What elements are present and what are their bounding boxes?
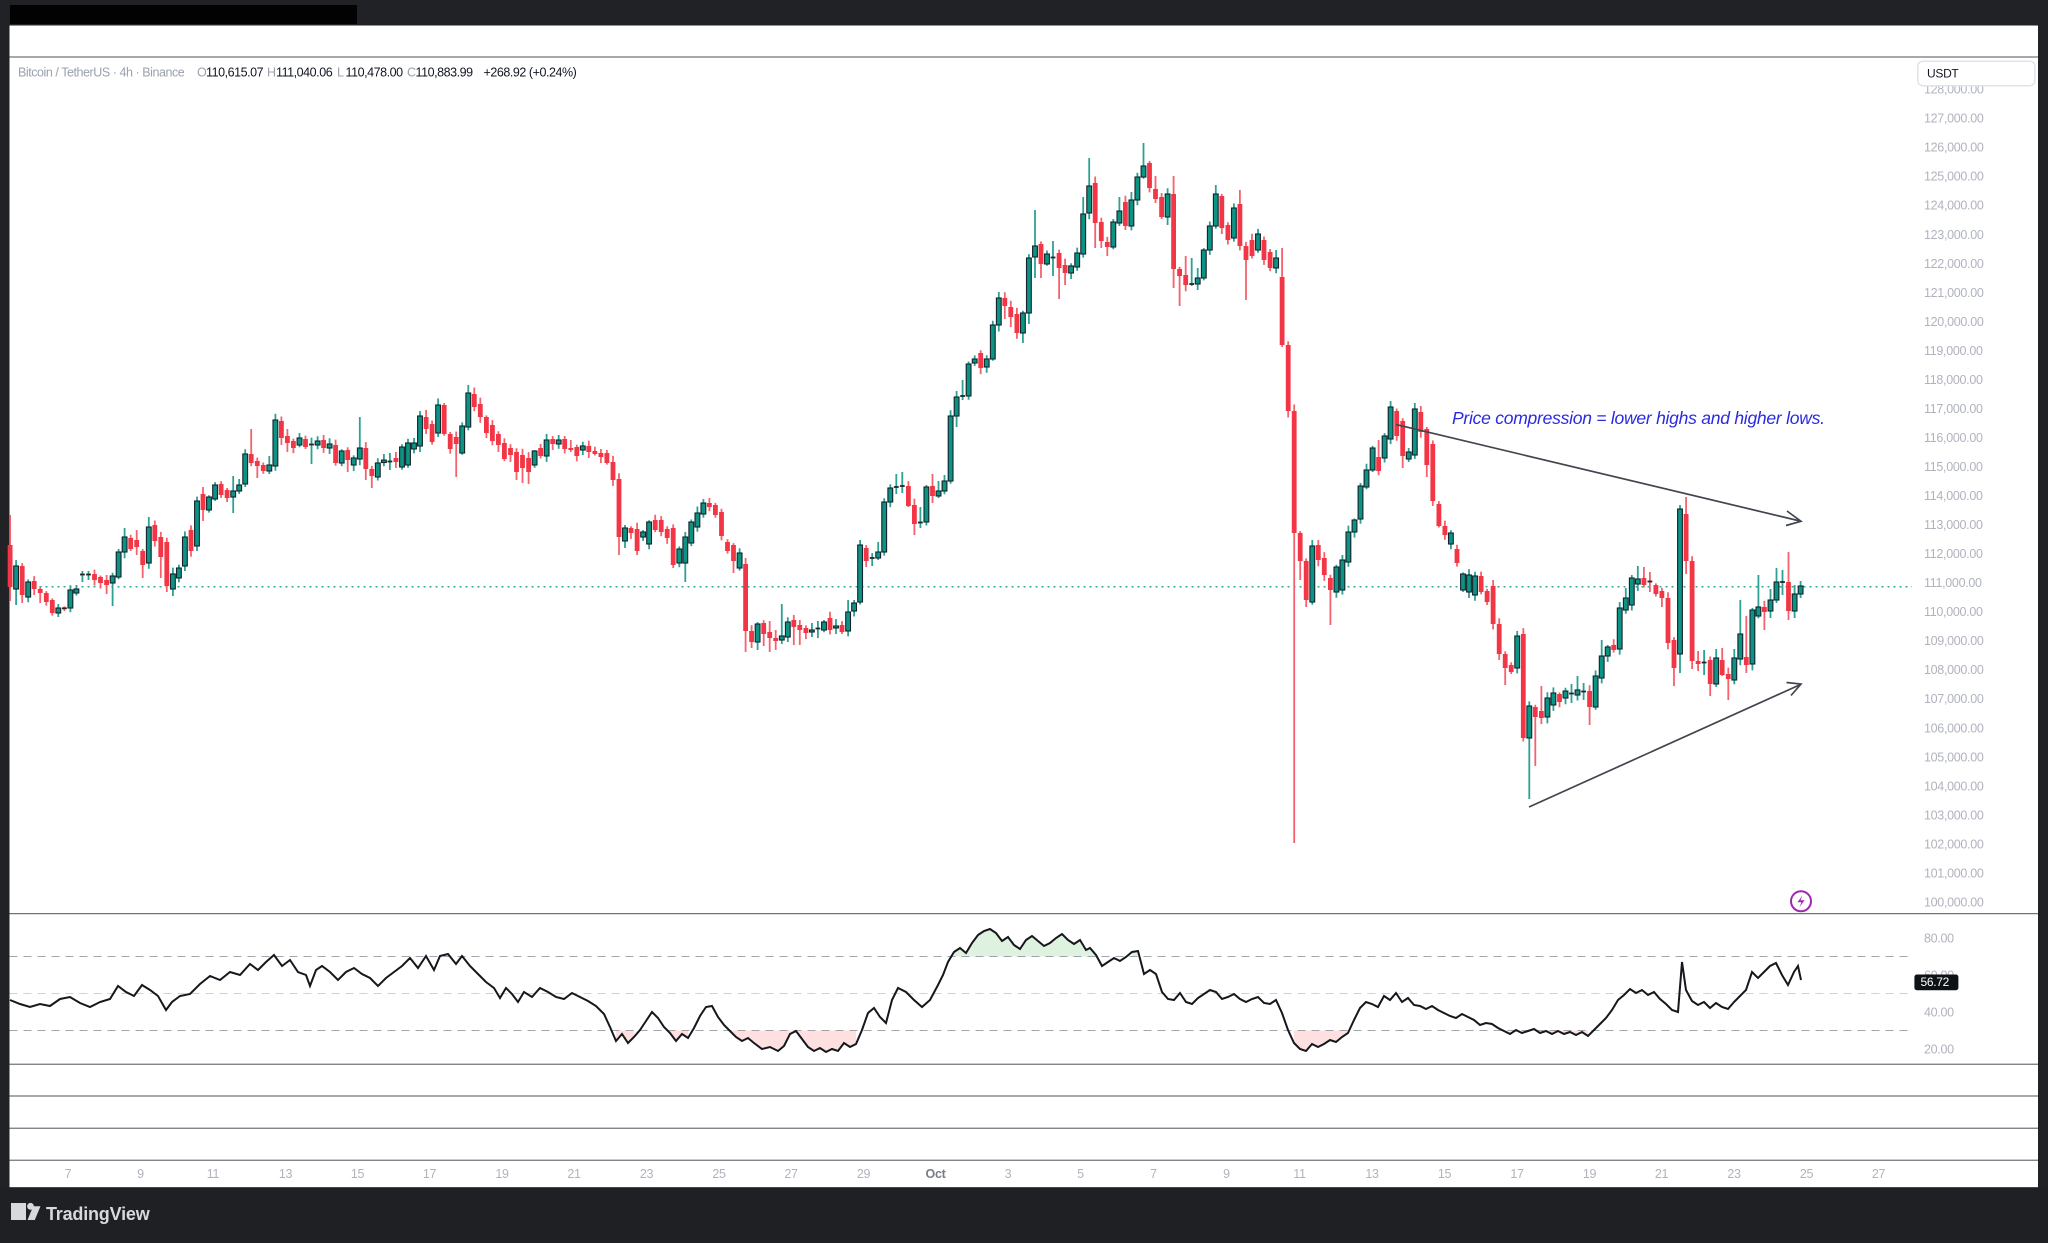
svg-text:23: 23 (640, 1167, 654, 1181)
svg-text:112,000.00: 112,000.00 (1924, 547, 1983, 561)
svg-text:108,000.00: 108,000.00 (1924, 663, 1984, 677)
svg-text:15: 15 (351, 1167, 365, 1181)
svg-text:110,478.00: 110,478.00 (346, 66, 404, 80)
svg-text:125,000.00: 125,000.00 (1924, 170, 1984, 184)
svg-text:110,000.00: 110,000.00 (1924, 605, 1983, 619)
svg-text:110,883.99: 110,883.99 (416, 66, 474, 80)
svg-text:111,000.00: 111,000.00 (1924, 576, 1982, 590)
svg-text:127,000.00: 127,000.00 (1924, 112, 1984, 126)
svg-text:105,000.00: 105,000.00 (1924, 750, 1984, 764)
svg-text:+268.92 (+0.24%): +268.92 (+0.24%) (484, 66, 577, 80)
svg-text:109,000.00: 109,000.00 (1924, 634, 1984, 648)
svg-text:23: 23 (1727, 1167, 1741, 1181)
svg-text:123,000.00: 123,000.00 (1924, 228, 1984, 242)
svg-text:27: 27 (1872, 1167, 1886, 1181)
svg-text:40.00: 40.00 (1924, 1006, 1954, 1020)
svg-text:102,000.00: 102,000.00 (1924, 837, 1984, 851)
svg-text:25: 25 (712, 1167, 726, 1181)
svg-text:111,040.06: 111,040.06 (276, 66, 333, 80)
svg-text:USDT: USDT (1927, 67, 1959, 81)
svg-text:11: 11 (1293, 1167, 1306, 1181)
svg-text:Bitcoin / TetherUS · 4h · Bina: Bitcoin / TetherUS · 4h · Binance (18, 66, 185, 80)
svg-text:17: 17 (1510, 1167, 1524, 1181)
svg-text:107,000.00: 107,000.00 (1924, 692, 1984, 706)
svg-text:O: O (197, 66, 207, 80)
svg-text:TradingView: TradingView (46, 1204, 151, 1224)
svg-text:113,000.00: 113,000.00 (1924, 518, 1983, 532)
svg-text:104,000.00: 104,000.00 (1924, 779, 1984, 793)
svg-text:122,000.00: 122,000.00 (1924, 257, 1984, 271)
svg-text:20.00: 20.00 (1924, 1043, 1954, 1057)
svg-text:118,000.00: 118,000.00 (1924, 373, 1983, 387)
svg-text:9: 9 (1223, 1167, 1230, 1181)
svg-text:5: 5 (1077, 1167, 1084, 1181)
svg-text:29: 29 (857, 1167, 871, 1181)
svg-text:56.72: 56.72 (1921, 975, 1950, 989)
svg-text:L: L (337, 66, 344, 80)
svg-text:121,000.00: 121,000.00 (1924, 286, 1984, 300)
svg-text:114,000.00: 114,000.00 (1924, 489, 1983, 503)
svg-text:116,000.00: 116,000.00 (1924, 431, 1983, 445)
svg-text:19: 19 (495, 1167, 509, 1181)
svg-text:11: 11 (207, 1167, 220, 1181)
svg-text:27: 27 (784, 1167, 798, 1181)
svg-text:17: 17 (423, 1167, 437, 1181)
svg-text:15: 15 (1438, 1167, 1452, 1181)
svg-text:Oct: Oct (926, 1167, 947, 1181)
svg-text:Price compression = lower high: Price compression = lower highs and high… (1452, 408, 1825, 428)
svg-text:H: H (267, 66, 276, 80)
svg-text:101,000.00: 101,000.00 (1924, 866, 1984, 880)
svg-text:13: 13 (1365, 1167, 1379, 1181)
svg-text:124,000.00: 124,000.00 (1924, 199, 1984, 213)
svg-text:100,000.00: 100,000.00 (1924, 895, 1984, 909)
svg-text:21: 21 (1655, 1167, 1669, 1181)
svg-text:C: C (407, 66, 416, 80)
svg-text:3: 3 (1005, 1167, 1012, 1181)
svg-text:106,000.00: 106,000.00 (1924, 721, 1984, 735)
svg-text:25: 25 (1800, 1167, 1814, 1181)
svg-text:21: 21 (567, 1167, 581, 1181)
svg-text:126,000.00: 126,000.00 (1924, 141, 1984, 155)
svg-text:115,000.00: 115,000.00 (1924, 460, 1983, 474)
svg-text:120,000.00: 120,000.00 (1924, 315, 1984, 329)
svg-text:103,000.00: 103,000.00 (1924, 808, 1984, 822)
svg-text:19: 19 (1583, 1167, 1597, 1181)
svg-text:9: 9 (137, 1167, 144, 1181)
svg-text:117,000.00: 117,000.00 (1924, 402, 1983, 416)
svg-text:110,615.07: 110,615.07 (206, 66, 264, 80)
svg-text:80.00: 80.00 (1924, 932, 1954, 946)
svg-text:13: 13 (279, 1167, 293, 1181)
svg-text:7: 7 (1150, 1167, 1157, 1181)
svg-text:7: 7 (65, 1167, 72, 1181)
svg-text:119,000.00: 119,000.00 (1924, 344, 1983, 358)
